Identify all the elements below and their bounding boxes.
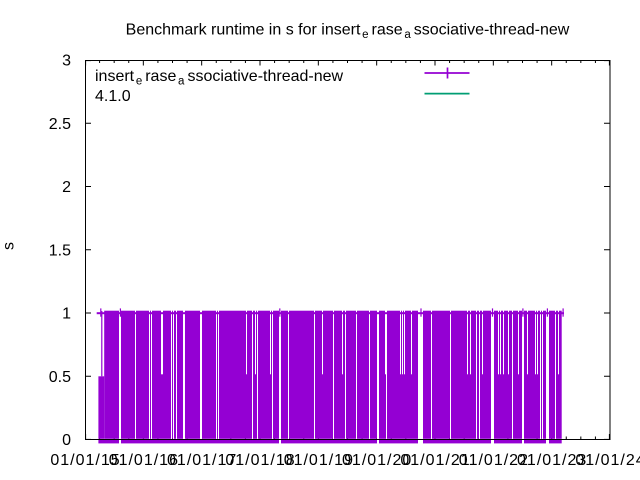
svg-text:4.1.0: 4.1.0: [95, 88, 131, 105]
svg-text:01/01/15: 01/01/15: [50, 452, 120, 469]
svg-text:01/01/21: 01/01/21: [400, 452, 470, 469]
svg-text:01/01/19: 01/01/19: [284, 452, 354, 469]
svg-text:s: s: [1, 242, 18, 250]
svg-text:01/01/18: 01/01/18: [225, 452, 295, 469]
svg-text:1: 1: [62, 306, 71, 323]
svg-text:0: 0: [62, 432, 71, 449]
svg-text:2: 2: [62, 179, 71, 196]
svg-text:0.5: 0.5: [49, 369, 71, 386]
svg-text:2.5: 2.5: [49, 116, 71, 133]
svg-text:01/01/20: 01/01/20: [342, 452, 412, 469]
svg-text:01/01/17: 01/01/17: [167, 452, 237, 469]
svg-text:1.5: 1.5: [49, 242, 71, 259]
svg-text:3: 3: [62, 53, 71, 70]
svg-text:01/01/24: 01/01/24: [575, 452, 640, 469]
svg-text:Benchmark runtime in s for ins: Benchmark runtime in s for insert e rase a s…: [126, 22, 570, 42]
svg-text:01/01/16: 01/01/16: [109, 452, 179, 469]
svg-text:01/01/22: 01/01/22: [459, 452, 529, 469]
svg-text:01/01/23: 01/01/23: [517, 452, 587, 469]
